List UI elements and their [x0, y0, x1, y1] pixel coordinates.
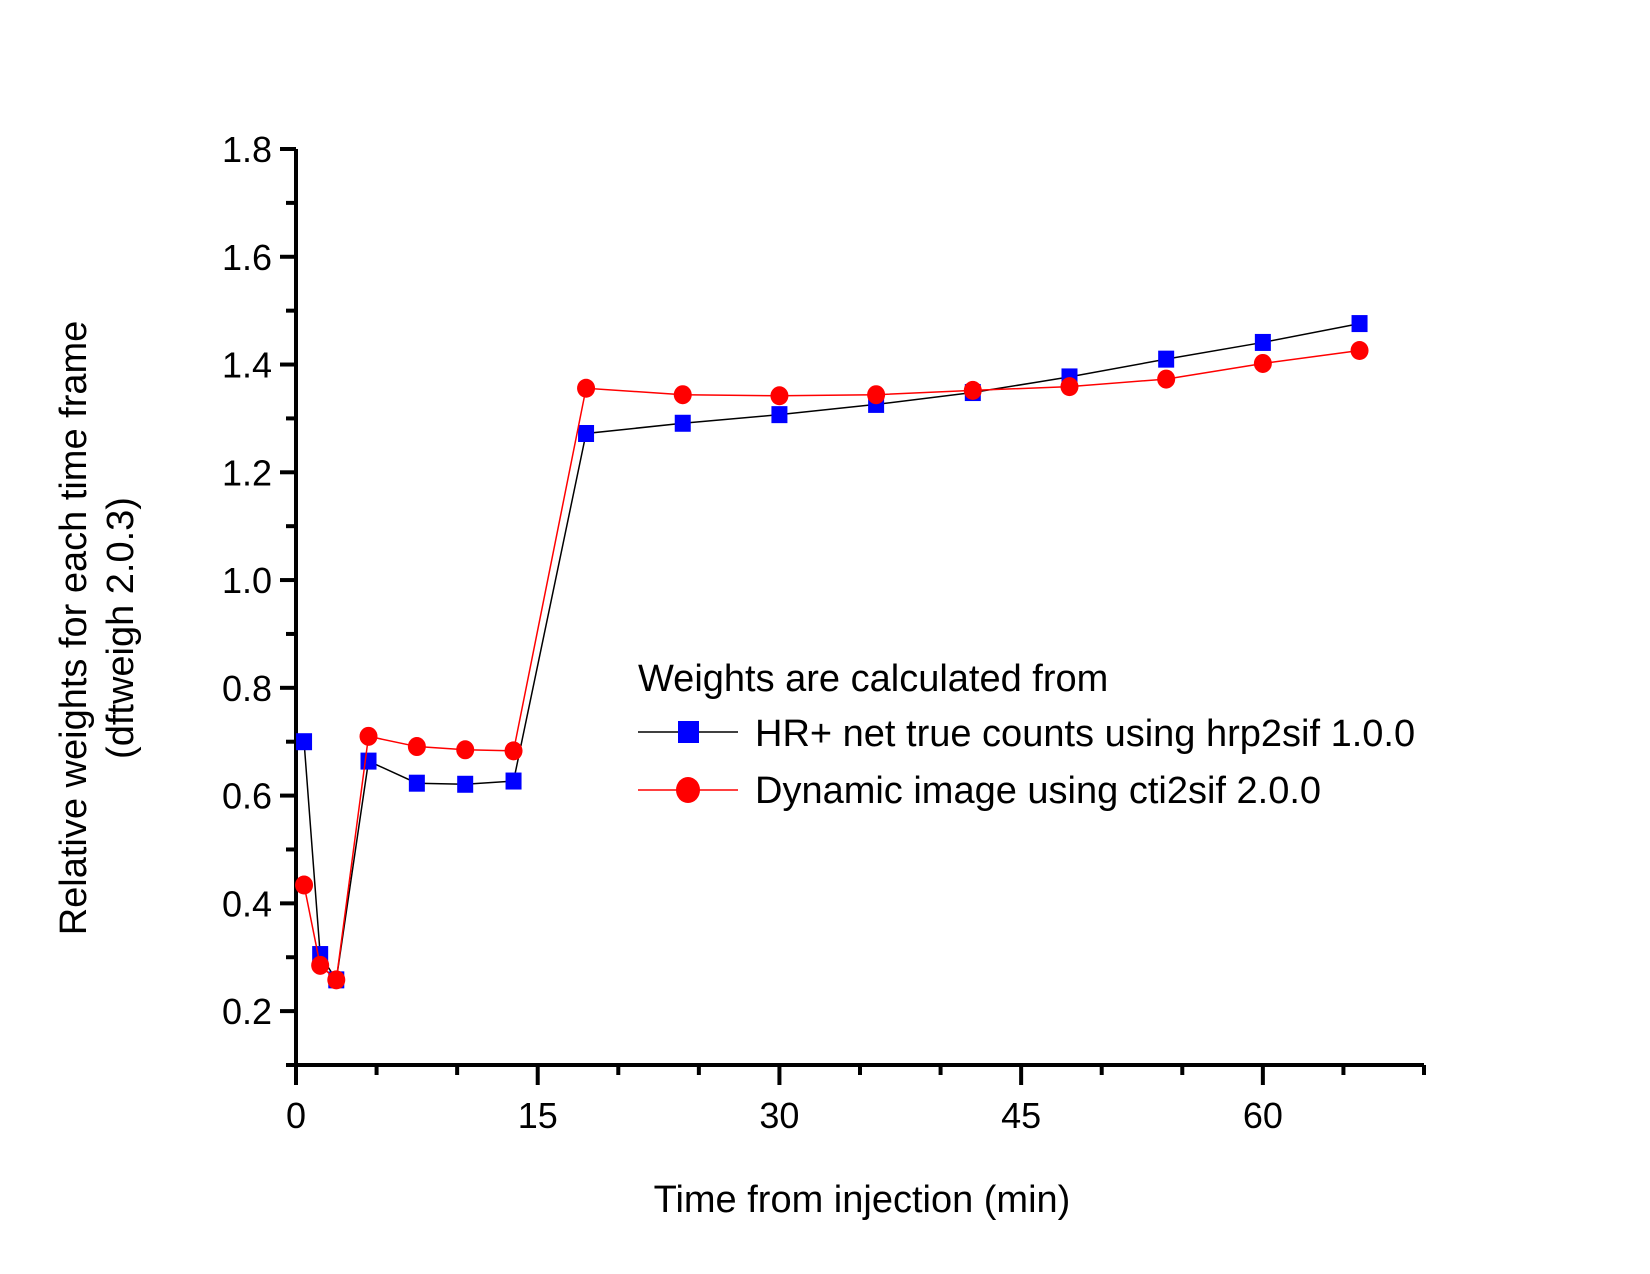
- x-tick-label: 30: [759, 1095, 799, 1136]
- y-tick-label: 0.4: [222, 883, 272, 924]
- data-point-circle: [407, 737, 426, 757]
- data-point-circle: [673, 385, 692, 405]
- data-point-circle: [867, 385, 886, 405]
- series-line: [303, 349, 1360, 982]
- data-point-circle: [456, 740, 475, 760]
- y-tick-label: 0.6: [222, 776, 272, 817]
- data-point-square: [1158, 350, 1175, 368]
- data-point-square: [408, 774, 425, 792]
- x-axis-title: Time from injection (min): [654, 1179, 1071, 1221]
- legend-item-cti2sif: Dynamic image using cti2sif 2.0.0: [638, 770, 1321, 812]
- x-tick-label: 15: [518, 1095, 558, 1136]
- data-point-circle: [311, 955, 330, 975]
- data-point-circle: [327, 970, 346, 990]
- y-tick-label: 0.8: [222, 668, 272, 709]
- x-tick-label: 60: [1243, 1095, 1283, 1136]
- legend: Weights are calculated from HR+ net true…: [638, 658, 1415, 812]
- legend-label-cti2sif: Dynamic image using cti2sif 2.0.0: [755, 770, 1321, 812]
- data-point-circle: [1253, 353, 1272, 373]
- data-point-circle: [577, 378, 596, 398]
- legend-title: Weights are calculated from: [638, 658, 1108, 700]
- y-tick-label: 1.0: [222, 560, 272, 601]
- data-point-square: [360, 752, 377, 770]
- y-axis-title-line-1: Relative weights for each time frame: [53, 321, 95, 936]
- data-point-circle: [504, 741, 523, 761]
- x-tick-label: 0: [286, 1095, 306, 1136]
- series-cti2sif: [295, 341, 1369, 990]
- data-point-square: [578, 424, 595, 442]
- axes: 0.2 0.4 0.6 0.8 1.0 1.2 1.4 1.6 1.8 0 15 30 45 60: [222, 129, 1426, 1136]
- legend-marker-square-icon: [678, 721, 699, 743]
- legend-item-hrp2sif: HR+ net true counts using hrp2sif 1.0.0: [638, 713, 1415, 755]
- data-point-square: [505, 772, 522, 790]
- data-point-circle: [1157, 369, 1176, 389]
- data-point-circle: [295, 875, 314, 895]
- y-tick-label: 1.6: [222, 237, 272, 278]
- data-point-circle: [1060, 377, 1079, 397]
- data-point-square: [296, 733, 313, 751]
- series-layer: [295, 315, 1369, 990]
- data-point-circle: [359, 726, 378, 746]
- y-axis-title: Relative weights for each time frame (df…: [53, 321, 142, 936]
- data-point-circle: [1350, 341, 1369, 361]
- y-tick-label: 1.2: [222, 452, 272, 493]
- data-point-circle: [963, 380, 982, 400]
- y-ticks: 0.2 0.4 0.6 0.8 1.0 1.2 1.4 1.6 1.8: [222, 129, 296, 1067]
- series-hrp2sif: [296, 315, 1368, 989]
- data-point-square: [457, 775, 474, 793]
- y-tick-label: 1.8: [222, 129, 272, 170]
- y-tick-label: 1.4: [222, 345, 272, 386]
- data-point-square: [1351, 315, 1368, 333]
- y-tick-label: 0.2: [222, 991, 272, 1032]
- data-point-square: [1254, 333, 1271, 351]
- y-axis-title-line-2: (dftweigh 2.0.3): [100, 497, 142, 759]
- x-ticks: 0 15 30 45 60: [286, 1065, 1426, 1136]
- data-point-circle: [770, 386, 789, 406]
- series-line: [303, 322, 1360, 982]
- legend-marker-circle-icon: [676, 777, 700, 803]
- data-point-square: [771, 406, 788, 424]
- data-point-square: [674, 414, 691, 432]
- legend-label-hrp2sif: HR+ net true counts using hrp2sif 1.0.0: [755, 713, 1415, 755]
- x-tick-label: 45: [1001, 1095, 1041, 1136]
